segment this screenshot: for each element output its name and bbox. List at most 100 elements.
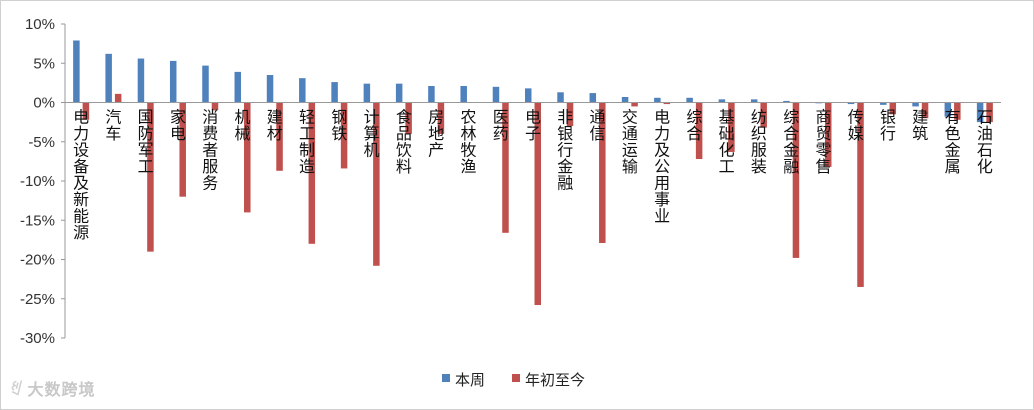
x-category-label: 计算机 bbox=[364, 108, 380, 160]
bar-nianchu bbox=[695, 102, 703, 160]
bar-nianchu bbox=[114, 93, 122, 103]
legend-swatch bbox=[512, 374, 520, 382]
bar-nianchu bbox=[631, 102, 638, 107]
y-tick-label: 10% bbox=[25, 16, 55, 33]
bar-benzhou bbox=[299, 78, 306, 103]
bar-benzhou bbox=[654, 97, 661, 103]
y-tick-label: -30% bbox=[20, 330, 55, 347]
bar-benzhou bbox=[137, 58, 145, 103]
x-category-label: 家电 bbox=[170, 108, 186, 144]
bar-nianchu bbox=[502, 102, 509, 233]
bar-nianchu bbox=[147, 102, 154, 252]
x-category-label: 食品饮料 bbox=[396, 108, 412, 177]
bar-nianchu bbox=[921, 102, 929, 119]
y-tick-label: -10% bbox=[20, 173, 55, 190]
bar-benzhou bbox=[105, 53, 112, 103]
bar-benzhou bbox=[847, 102, 855, 105]
watermark-logo-icon: ꐏ bbox=[8, 380, 22, 399]
bar-benzhou bbox=[557, 92, 564, 103]
bar-nianchu bbox=[792, 102, 800, 258]
y-tick-label: -5% bbox=[28, 134, 55, 151]
bar-benzhou bbox=[912, 102, 919, 107]
bar-benzhou bbox=[73, 40, 80, 103]
bar-nianchu bbox=[986, 102, 993, 123]
bar-nianchu bbox=[405, 102, 412, 134]
bar-nianchu bbox=[437, 102, 445, 134]
bar-benzhou bbox=[169, 60, 177, 103]
watermark-text: 大数跨境 bbox=[27, 380, 96, 399]
legend-label: 本周 bbox=[455, 371, 485, 389]
y-tick-label: -25% bbox=[20, 291, 55, 308]
bar-nianchu bbox=[373, 102, 380, 266]
bar-benzhou bbox=[363, 83, 371, 103]
bar-nianchu bbox=[760, 102, 767, 128]
legend-label: 年初至今 bbox=[525, 371, 585, 389]
x-category-label: 石油石化 bbox=[977, 108, 993, 177]
bar-nianchu bbox=[663, 102, 671, 105]
bar-benzhou bbox=[331, 82, 338, 103]
bar-nianchu bbox=[824, 102, 832, 167]
bar-benzhou bbox=[492, 86, 500, 103]
y-tick-label: 5% bbox=[33, 55, 55, 72]
watermark: ꐏ 大数跨境 bbox=[8, 376, 96, 400]
bar-benzhou bbox=[460, 86, 467, 103]
x-category-label: 消费者服务 bbox=[202, 108, 218, 193]
bar-benzhou bbox=[750, 99, 758, 103]
bar-benzhou bbox=[202, 65, 209, 103]
x-category-label: 传媒 bbox=[848, 108, 864, 144]
x-category-label: 综合金融 bbox=[783, 108, 799, 177]
x-category-label: 机械 bbox=[235, 108, 251, 144]
x-category-label: 非银行金融 bbox=[557, 108, 573, 193]
bar-nianchu bbox=[340, 102, 348, 169]
bar-benzhou bbox=[718, 99, 726, 103]
bar-benzhou bbox=[686, 97, 693, 103]
bar-benzhou bbox=[589, 93, 597, 103]
x-category-label: 建筑 bbox=[912, 108, 928, 144]
x-category-label: 交通运输 bbox=[622, 108, 638, 177]
y-tick-label: 0% bbox=[33, 95, 55, 112]
bar-benzhou bbox=[880, 102, 887, 105]
bar-nianchu bbox=[889, 102, 897, 115]
x-category-label: 有色金属 bbox=[945, 108, 961, 177]
x-category-label: 通信 bbox=[590, 108, 606, 144]
x-category-label: 房地产 bbox=[428, 108, 444, 160]
x-category-label: 汽车 bbox=[105, 108, 121, 144]
x-category-label: 纺织服装 bbox=[751, 108, 767, 177]
bar-benzhou bbox=[621, 97, 629, 103]
bar-nianchu bbox=[728, 102, 735, 152]
bar-nianchu bbox=[954, 102, 961, 120]
x-category-label: 电力设备及新能源 bbox=[73, 108, 89, 243]
legend-swatch bbox=[442, 374, 450, 382]
bar-benzhou bbox=[266, 75, 274, 103]
bar-nianchu bbox=[534, 102, 541, 306]
x-category-label: 电力及公用事业 bbox=[654, 108, 670, 226]
bar-nianchu bbox=[566, 102, 574, 127]
bar-benzhou bbox=[234, 71, 242, 103]
bar-benzhou bbox=[783, 100, 790, 103]
bar-benzhou bbox=[395, 83, 403, 103]
bar-nianchu bbox=[308, 102, 316, 244]
bar-nianchu bbox=[244, 102, 251, 213]
bar-nianchu bbox=[211, 102, 219, 111]
bar-nianchu bbox=[276, 102, 283, 171]
bar-nianchu bbox=[599, 102, 606, 244]
x-category-label: 综合 bbox=[686, 108, 702, 144]
bar-nianchu bbox=[82, 102, 90, 120]
bar-nianchu bbox=[857, 102, 864, 287]
x-category-label: 钢铁 bbox=[331, 108, 347, 144]
bar-nianchu bbox=[179, 102, 186, 197]
bar-benzhou bbox=[976, 102, 984, 123]
x-category-label: 建材 bbox=[267, 108, 283, 144]
x-category-label: 电子 bbox=[525, 108, 541, 144]
bar-benzhou bbox=[944, 102, 952, 117]
y-tick-label: -20% bbox=[20, 252, 55, 269]
x-category-label: 银行 bbox=[880, 108, 896, 144]
x-category-label: 医药 bbox=[493, 108, 509, 144]
x-category-label: 基础化工 bbox=[719, 108, 735, 177]
x-category-label: 商贸零售 bbox=[815, 108, 831, 177]
y-tick-label: -15% bbox=[20, 212, 55, 229]
x-category-label: 轻工制造 bbox=[299, 108, 315, 177]
bar-benzhou bbox=[525, 88, 532, 103]
